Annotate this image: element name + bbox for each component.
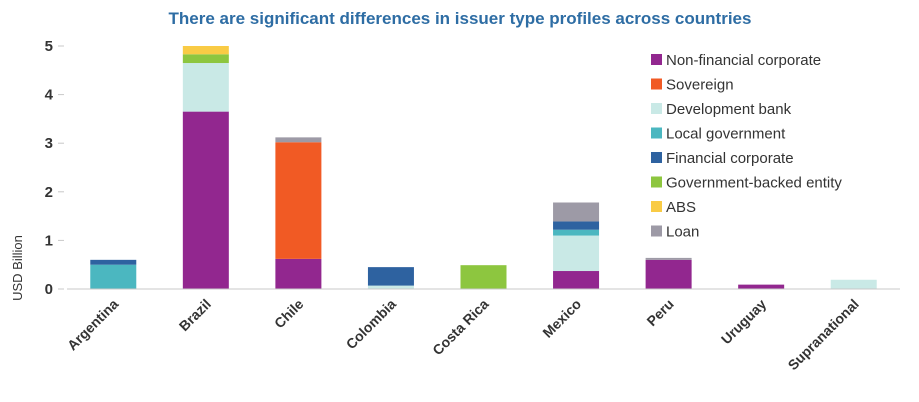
x-tick-label: Colombia	[343, 296, 400, 353]
bar-segment	[182, 54, 229, 64]
legend-item: Loan	[651, 224, 699, 241]
bar-stack	[460, 265, 507, 289]
x-tick-label: Costa Rica	[429, 296, 492, 359]
legend-item: Non-financial corporate	[651, 52, 821, 69]
bar-segment	[182, 46, 229, 55]
y-tick-label: 5	[45, 38, 53, 55]
bar-segment	[367, 267, 414, 286]
bar-segment	[275, 137, 322, 143]
bar-segment	[275, 142, 322, 259]
bar-stack	[275, 137, 322, 289]
legend-item: Development bank	[651, 101, 792, 118]
y-tick-label: 0	[45, 281, 53, 298]
legend-label: Development bank	[666, 101, 792, 118]
legend-item: Sovereign	[651, 77, 734, 94]
legend-swatch	[651, 78, 662, 90]
bar-segment	[182, 111, 229, 289]
x-tick-label: Supranational	[785, 296, 862, 373]
legend-swatch	[651, 225, 662, 237]
bar-stack	[645, 257, 692, 289]
legend-swatch	[651, 127, 662, 139]
legend-swatch	[651, 201, 662, 212]
bar-segment	[460, 265, 507, 289]
bar-stack	[90, 259, 137, 289]
legend: Non-financial corporate Sovereign Developm…	[651, 52, 842, 241]
y-tick-label: 1	[45, 232, 53, 249]
legend-swatch	[651, 103, 662, 114]
bar-segment	[830, 279, 877, 289]
bar-stack	[553, 202, 600, 289]
bar-segment	[645, 257, 692, 260]
x-tick-label: Uruguay	[718, 296, 770, 348]
y-tick-label: 4	[45, 87, 54, 104]
bar-segment	[553, 271, 600, 289]
bar-segment	[645, 259, 692, 289]
bar-stack	[367, 267, 414, 289]
bars	[90, 46, 877, 289]
legend-item: Government-backed entity	[651, 175, 842, 192]
bar-segment	[553, 221, 600, 230]
x-tick-label: Brazil	[176, 296, 214, 334]
bar-segment	[553, 202, 600, 222]
x-tick-label: Mexico	[539, 296, 584, 341]
legend-label: ABS	[666, 199, 696, 216]
legend-label: Loan	[666, 224, 699, 241]
bar-segment	[275, 258, 322, 289]
legend-item: ABS	[651, 199, 696, 216]
legend-swatch	[651, 152, 662, 163]
bar-stack	[738, 284, 785, 289]
bar-stack	[182, 46, 229, 289]
x-axis: Argentina Brazil Chile Colombia Costa Rica Me…	[64, 296, 862, 373]
legend-label: Government-backed entity	[666, 175, 842, 192]
y-tick-label: 3	[45, 135, 53, 152]
x-tick-label: Peru	[643, 296, 676, 329]
x-tick-label: Chile	[271, 296, 307, 332]
legend-label: Financial corporate	[666, 150, 794, 167]
legend-swatch	[651, 54, 662, 65]
y-axis: 0 1 2 3 4 5	[45, 38, 64, 298]
legend-label: Non-financial corporate	[666, 52, 821, 69]
bar-segment	[90, 259, 137, 265]
legend-item: Financial corporate	[651, 150, 794, 167]
bar-segment	[738, 284, 785, 289]
bar-stack	[830, 279, 877, 289]
bar-segment	[553, 229, 600, 236]
legend-swatch	[651, 176, 662, 188]
legend-label: Local government	[666, 126, 786, 143]
bar-segment	[553, 235, 600, 272]
chart-title: There are significant differences in iss…	[169, 9, 752, 28]
legend-label: Sovereign	[666, 77, 734, 94]
bar-segment	[367, 285, 414, 289]
y-tick-label: 2	[45, 184, 53, 201]
x-tick-label: Argentina	[64, 296, 122, 354]
legend-item: Local government	[651, 126, 786, 143]
y-axis-label: USD Billion	[10, 235, 25, 301]
bar-segment	[182, 63, 229, 112]
bar-segment	[90, 264, 137, 289]
